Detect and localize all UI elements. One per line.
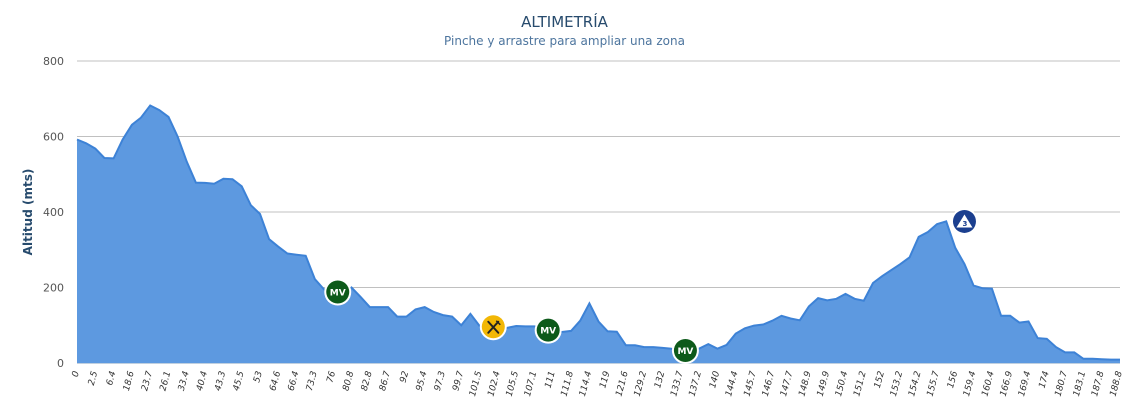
x-tick-label: 180.7 [1054, 370, 1070, 398]
x-tick-label: 150.4 [834, 370, 850, 398]
mv-badge[interactable]: MV [671, 337, 699, 365]
x-tick-label: 146.7 [761, 370, 777, 398]
x-tick-label: 159.4 [962, 370, 978, 398]
x-tick-label: 23.7 [140, 370, 155, 392]
chart-title: ALTIMETRÍA [521, 13, 608, 31]
marker-label: 3 [963, 220, 968, 228]
x-tick-label: 105.5 [505, 370, 521, 398]
x-tick-label: 107.1 [523, 370, 539, 397]
x-tick-label: 183.1 [1072, 370, 1088, 397]
x-tick-label: 154.2 [907, 370, 923, 398]
x-tick-label: 86.7 [378, 370, 393, 392]
x-tick-label: 99.7 [451, 370, 466, 392]
x-tick-label: 151.2 [852, 370, 868, 398]
marker-label: MV [677, 347, 693, 357]
x-tick-label: 43.3 [213, 370, 228, 392]
fork-knife-icon[interactable] [479, 313, 507, 341]
mountain-pass-icon[interactable]: 3 [950, 207, 978, 235]
x-tick-label: 187.8 [1090, 370, 1106, 398]
x-tick-label: 147.7 [779, 370, 795, 398]
x-tick-label: 45.5 [232, 370, 247, 392]
x-tick-label: 166.9 [999, 370, 1015, 398]
x-tick-label: 40.4 [195, 370, 210, 392]
x-tick-label: 144.4 [724, 370, 740, 398]
marker-label: MV [540, 327, 556, 337]
y-tick-label: 800 [43, 55, 64, 68]
marker-label: MV [330, 289, 346, 299]
y-axis: 0 200 400 600 800 Altitud (mts) [21, 55, 64, 370]
y-tick-label: 600 [43, 131, 64, 144]
x-tick-label: 111 [544, 370, 558, 389]
mv-badge[interactable]: MV [534, 316, 562, 344]
x-tick-label: 156 [946, 370, 960, 389]
y-tick-label: 200 [43, 282, 64, 295]
x-tick-label: 174 [1038, 370, 1052, 389]
x-tick-label: 160.4 [980, 370, 996, 398]
x-tick-label: 101.5 [468, 370, 484, 398]
mountain-shape [956, 214, 973, 228]
x-tick-label: 111.8 [560, 370, 576, 398]
x-tick-label: 73.3 [305, 370, 320, 392]
x-tick-label: 53 [252, 370, 265, 384]
x-tick-label: 82.8 [360, 370, 375, 392]
mv-badge[interactable]: MV [324, 278, 352, 306]
x-tick-label: 121.6 [614, 370, 630, 398]
x-tick-label: 26.1 [159, 370, 174, 392]
x-tick-label: 155.7 [926, 370, 942, 398]
y-tick-label: 400 [43, 206, 64, 219]
markers: MV MV MV 3 [324, 207, 978, 365]
elevation-line[interactable] [76, 104, 1120, 361]
chart-subtitle: Pinche y arrastre para ampliar una zona [444, 34, 685, 48]
x-tick-label: 76 [325, 370, 338, 384]
x-tick-label: 153.2 [889, 370, 905, 398]
x-tick-label: 145.7 [743, 370, 759, 398]
x-tick-label: 2.5 [87, 370, 100, 387]
x-tick-label: 102.4 [486, 370, 502, 398]
fork-tines [495, 320, 501, 326]
x-tick-label: 129.2 [633, 370, 649, 398]
fork-shape [487, 320, 500, 334]
x-tick-label: 114.4 [578, 370, 594, 398]
x-tick-label: 18.6 [122, 370, 137, 392]
x-tick-label: 6.4 [105, 370, 118, 387]
x-tick-label: 188.8 [1109, 370, 1125, 398]
x-tick-label: 137.2 [688, 370, 704, 398]
marker-disc [326, 280, 350, 304]
y-axis-label: Altitud (mts) [21, 169, 35, 256]
x-tick-label: 80.8 [342, 370, 357, 392]
marker-disc [673, 339, 697, 363]
x-tick-label: 132 [653, 370, 667, 389]
x-tick-label: 97.3 [433, 370, 448, 392]
x-tick-label: 133.7 [669, 370, 685, 398]
x-tick-label: 148.9 [797, 370, 813, 398]
x-axis: 0 2.5 6.4 18.6 23.7 26.1 33.4 40.4 43.3 45.5 53 64.… [71, 370, 1125, 398]
x-tick-label: 64.6 [268, 370, 283, 392]
x-tick-label: 152 [873, 370, 887, 389]
x-tick-label: 140 [708, 370, 722, 389]
x-tick-label: 92 [399, 370, 412, 384]
x-tick-label: 95.4 [415, 370, 430, 392]
x-tick-label: 66.4 [287, 370, 302, 392]
x-tick-label: 149.9 [816, 370, 832, 398]
x-tick-label: 119 [598, 370, 612, 389]
marker-disc [536, 318, 560, 342]
x-tick-label: 33.4 [177, 370, 192, 392]
x-tick-label: 0 [71, 370, 82, 378]
x-tick-label: 169.4 [1017, 370, 1033, 398]
y-tick-label: 0 [57, 357, 64, 370]
